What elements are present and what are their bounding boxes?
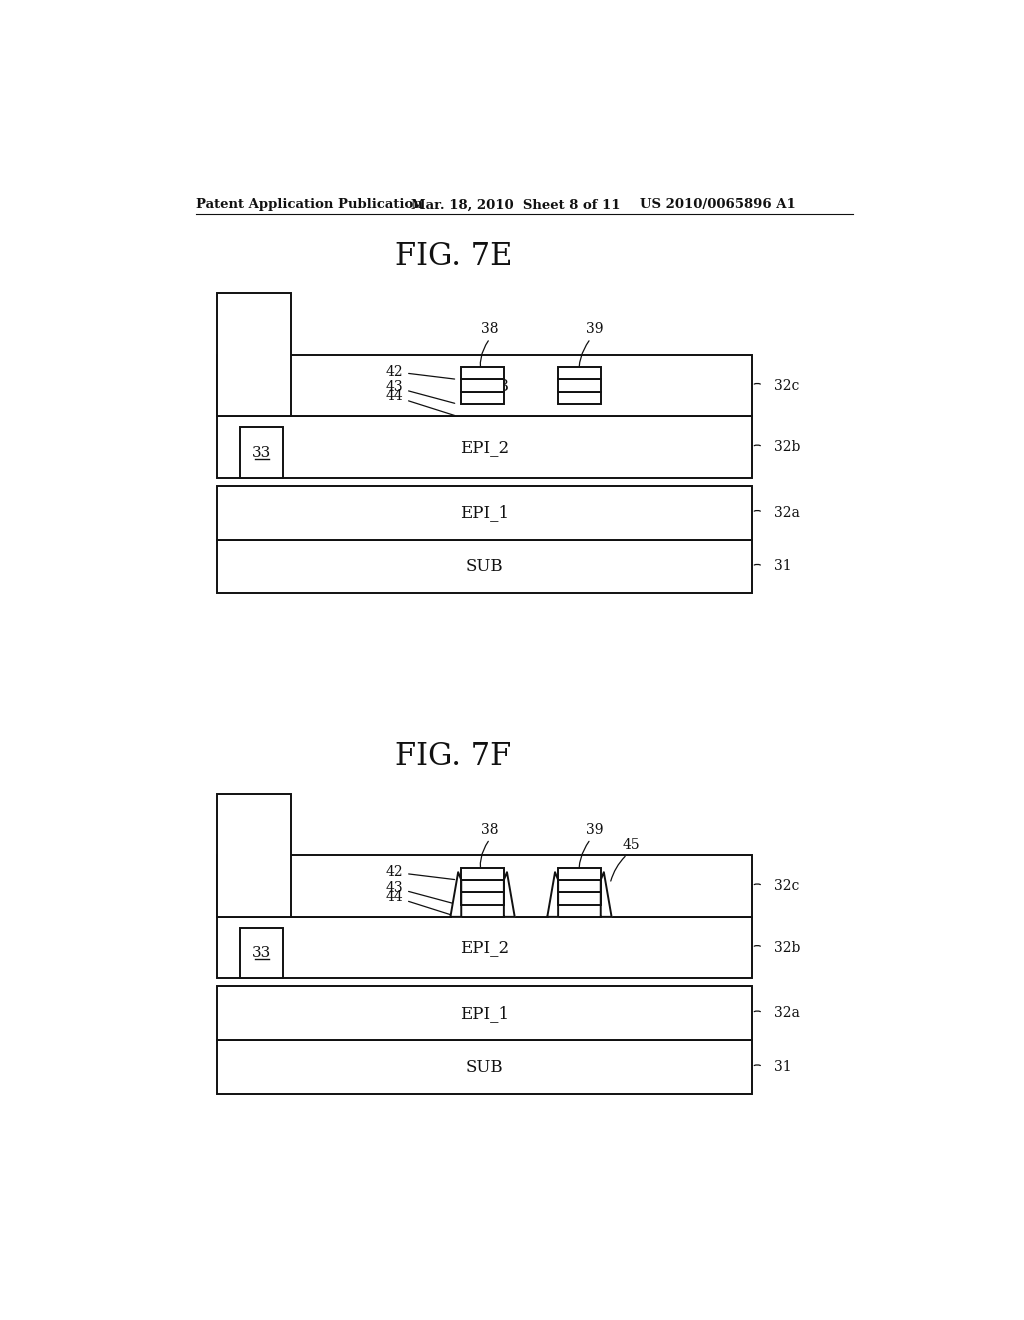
Text: SUB: SUB xyxy=(466,558,504,576)
Bar xyxy=(217,986,752,1040)
Text: 32b: 32b xyxy=(773,440,800,454)
Bar xyxy=(217,416,752,478)
Text: Mar. 18, 2010  Sheet 8 of 11: Mar. 18, 2010 Sheet 8 of 11 xyxy=(411,198,621,211)
Text: 32b: 32b xyxy=(773,941,800,954)
Text: Patent Application Publication: Patent Application Publication xyxy=(197,198,423,211)
Bar xyxy=(558,867,601,880)
Text: SUB: SUB xyxy=(466,1059,504,1076)
Text: 38: 38 xyxy=(481,322,499,337)
Text: 38: 38 xyxy=(481,822,499,837)
Text: 32a: 32a xyxy=(773,506,800,520)
Bar xyxy=(217,540,752,594)
Bar xyxy=(241,428,283,478)
Bar xyxy=(558,379,601,392)
Text: 33: 33 xyxy=(252,946,271,960)
Text: EPI_2: EPI_2 xyxy=(460,939,509,956)
Text: EPI_1: EPI_1 xyxy=(460,504,509,521)
Text: 32c: 32c xyxy=(773,379,799,392)
Bar xyxy=(461,392,504,404)
Bar xyxy=(461,880,504,892)
Text: 44: 44 xyxy=(385,389,455,416)
Text: 43: 43 xyxy=(385,880,455,904)
Text: EPI_2: EPI_2 xyxy=(460,438,509,455)
Polygon shape xyxy=(601,873,611,917)
Bar xyxy=(558,892,601,904)
Bar xyxy=(461,867,504,880)
Text: 32c: 32c xyxy=(773,879,799,894)
Text: 45: 45 xyxy=(623,838,640,853)
Polygon shape xyxy=(451,873,461,917)
Bar xyxy=(461,892,504,904)
Text: 43: 43 xyxy=(385,380,455,404)
Bar xyxy=(217,917,752,978)
Text: EPI_3: EPI_3 xyxy=(460,378,509,395)
Bar xyxy=(217,855,752,917)
Text: US 2010/0065896 A1: US 2010/0065896 A1 xyxy=(640,198,796,211)
Bar xyxy=(558,392,601,404)
Text: 32a: 32a xyxy=(773,1006,800,1020)
Bar xyxy=(558,367,601,379)
Text: EPI_1: EPI_1 xyxy=(460,1005,509,1022)
Text: FIG. 7E: FIG. 7E xyxy=(394,240,512,272)
Text: 42: 42 xyxy=(385,865,455,879)
Text: 33: 33 xyxy=(252,446,271,459)
Bar xyxy=(558,880,601,892)
Bar xyxy=(217,1040,752,1094)
Text: FIG. 7F: FIG. 7F xyxy=(395,742,512,772)
Text: 39: 39 xyxy=(586,822,603,837)
Bar xyxy=(217,293,291,416)
Bar xyxy=(241,928,283,978)
Text: 39: 39 xyxy=(586,322,603,337)
Polygon shape xyxy=(504,873,515,917)
Bar xyxy=(461,379,504,392)
Polygon shape xyxy=(547,873,558,917)
Text: 42: 42 xyxy=(385,364,455,379)
Bar xyxy=(217,355,752,416)
Text: 44: 44 xyxy=(385,890,455,916)
Text: EPI_3: EPI_3 xyxy=(460,878,509,895)
Text: 31: 31 xyxy=(773,1060,792,1074)
Bar xyxy=(217,486,752,540)
Bar xyxy=(217,793,291,917)
Text: 31: 31 xyxy=(773,560,792,573)
Bar xyxy=(461,367,504,379)
